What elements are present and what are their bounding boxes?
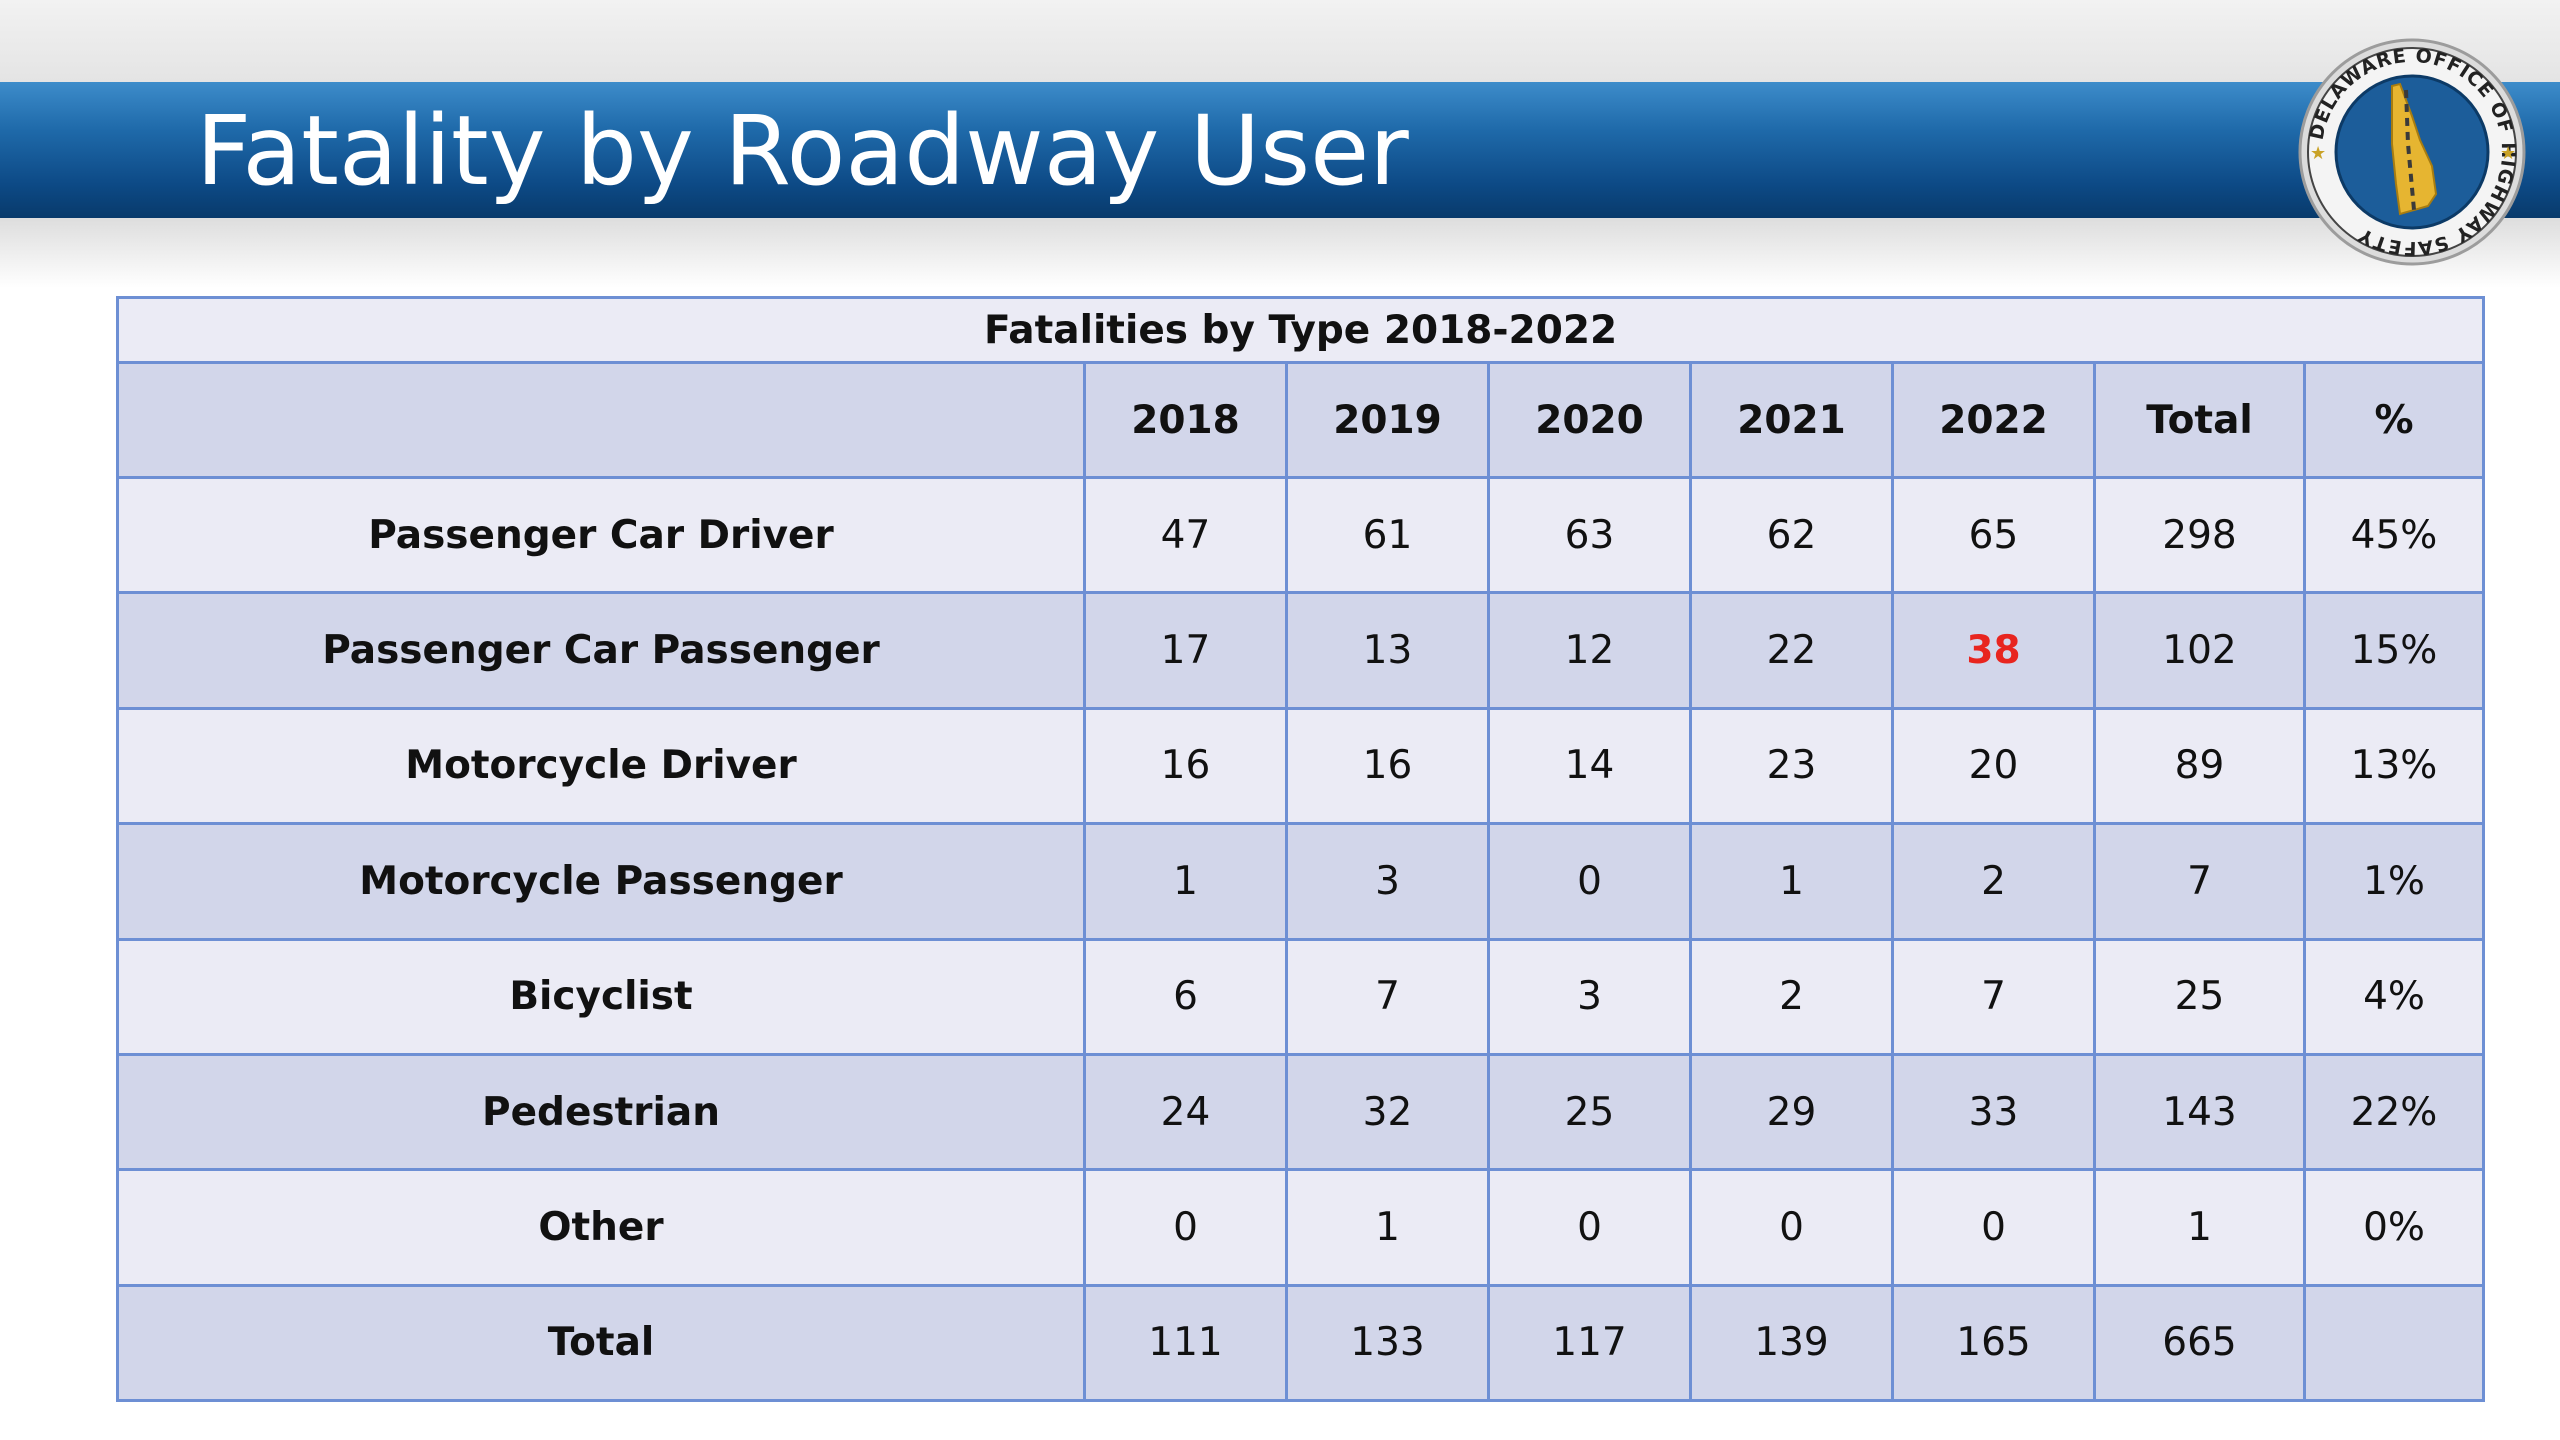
fatalities-table-container: Fatalities by Type 2018-2022 2018 2019 2…: [115, 296, 2486, 1403]
row-label: Motorcycle Driver: [116, 706, 1086, 826]
table-cell: 1%: [2302, 822, 2486, 941]
column-header-2020: 2020: [1487, 361, 1692, 479]
table-row: Motorcycle Driver 16 16 14 23 20 89 13%: [116, 706, 2486, 826]
table-cell: 13%: [2302, 706, 2486, 826]
table-cell: 111: [1083, 1283, 1288, 1403]
row-label: Passenger Car Driver: [116, 475, 1086, 595]
table-cell: 25: [1487, 1052, 1692, 1172]
table-cell: 13: [1285, 591, 1490, 710]
table-cell: 33: [1891, 1052, 2096, 1172]
table-cell: 139: [1689, 1283, 1894, 1403]
row-label: Other: [116, 1168, 1086, 1287]
table-cell: 32: [1285, 1052, 1490, 1172]
table-cell: 29: [1689, 1052, 1894, 1172]
table-cell: 1: [1083, 822, 1288, 941]
svg-text:★: ★: [2500, 143, 2516, 164]
table-cell: 2: [1689, 937, 1894, 1056]
column-header-label: [116, 361, 1086, 479]
svg-text:★: ★: [2310, 143, 2326, 164]
table-cell: 7: [1285, 937, 1490, 1056]
table-cell: 16: [1285, 706, 1490, 826]
table-cell: 298: [2093, 475, 2306, 595]
table-caption-row: Fatalities by Type 2018-2022: [115, 296, 2486, 364]
table-cell: 0%: [2302, 1168, 2486, 1287]
table-cell: 2: [1891, 822, 2096, 941]
table-cell: [2302, 1283, 2486, 1403]
table-cell: 25: [2093, 937, 2306, 1056]
table-cell: 62: [1689, 475, 1894, 595]
table-cell: 0: [1083, 1168, 1288, 1287]
table-row: Pedestrian 24 32 25 29 33 143 22%: [116, 1052, 2486, 1172]
table-cell: 1: [2093, 1168, 2306, 1287]
table-header-row: 2018 2019 2020 2021 2022 Total %: [116, 361, 2486, 479]
table-row: Motorcycle Passenger 1 3 0 1 2 7 1%: [116, 822, 2486, 941]
table-cell: 23: [1689, 706, 1894, 826]
row-label: Bicyclist: [116, 937, 1086, 1056]
row-label: Total: [116, 1283, 1086, 1403]
table-cell: 22%: [2302, 1052, 2486, 1172]
table-cell: 0: [1487, 1168, 1692, 1287]
row-label: Passenger Car Passenger: [116, 591, 1086, 710]
column-header-percent: %: [2302, 361, 2486, 479]
table-cell: 102: [2093, 591, 2306, 710]
table-cell: 63: [1487, 475, 1692, 595]
table-cell: 65: [1891, 475, 2096, 595]
table-cell-highlighted: 38: [1891, 591, 2096, 710]
top-strip: [0, 0, 2560, 82]
table-cell: 7: [1891, 937, 2096, 1056]
table-cell: 117: [1487, 1283, 1692, 1403]
table-cell: 0: [1891, 1168, 2096, 1287]
table-cell: 0: [1689, 1168, 1894, 1287]
table-cell: 89: [2093, 706, 2306, 826]
table-caption: Fatalities by Type 2018-2022: [115, 296, 2486, 364]
table-cell: 1: [1689, 822, 1894, 941]
table-cell: 12: [1487, 591, 1692, 710]
table-row: Passenger Car Passenger 17 13 12 22 38 102 15%: [116, 591, 2486, 710]
table-cell: 45%: [2302, 475, 2486, 595]
table-cell: 16: [1083, 706, 1288, 826]
table-cell: 4%: [2302, 937, 2486, 1056]
table-cell: 47: [1083, 475, 1288, 595]
table-cell: 7: [2093, 822, 2306, 941]
column-header-2021: 2021: [1689, 361, 1894, 479]
column-header-total: Total: [2093, 361, 2306, 479]
row-label: Motorcycle Passenger: [116, 822, 1086, 941]
table-cell: 0: [1487, 822, 1692, 941]
table-cell: 6: [1083, 937, 1288, 1056]
title-bar-shadow: [0, 218, 2560, 288]
table-cell: 133: [1285, 1283, 1490, 1403]
slide-title: Fatality by Roadway User: [196, 95, 1409, 207]
table-cell: 20: [1891, 706, 2096, 826]
column-header-2022: 2022: [1891, 361, 2096, 479]
table-row: Bicyclist 6 7 3 2 7 25 4%: [116, 937, 2486, 1056]
column-header-2019: 2019: [1285, 361, 1490, 479]
table-cell: 24: [1083, 1052, 1288, 1172]
title-bar: [0, 82, 2560, 218]
table-cell: 665: [2093, 1283, 2306, 1403]
table-cell: 1: [1285, 1168, 1490, 1287]
column-header-2018: 2018: [1083, 361, 1288, 479]
table-row: Passenger Car Driver 47 61 63 62 65 298 45%: [116, 475, 2486, 595]
table-cell: 143: [2093, 1052, 2306, 1172]
table-cell: 61: [1285, 475, 1490, 595]
table-cell: 17: [1083, 591, 1288, 710]
row-label: Pedestrian: [116, 1052, 1086, 1172]
table-row: Other 0 1 0 0 0 1 0%: [116, 1168, 2486, 1287]
fatalities-table: Fatalities by Type 2018-2022 2018 2019 2…: [115, 296, 2486, 1403]
delaware-highway-safety-seal-icon: DELAWARE OFFICE OF HIGHWAY SAFETY ★ ★: [2298, 38, 2526, 266]
table-cell: 165: [1891, 1283, 2096, 1403]
table-row: Total 111 133 117 139 165 665: [116, 1283, 2486, 1403]
table-cell: 3: [1285, 822, 1490, 941]
table-cell: 14: [1487, 706, 1692, 826]
table-cell: 22: [1689, 591, 1894, 710]
table-cell: 3: [1487, 937, 1692, 1056]
table-cell: 15%: [2302, 591, 2486, 710]
